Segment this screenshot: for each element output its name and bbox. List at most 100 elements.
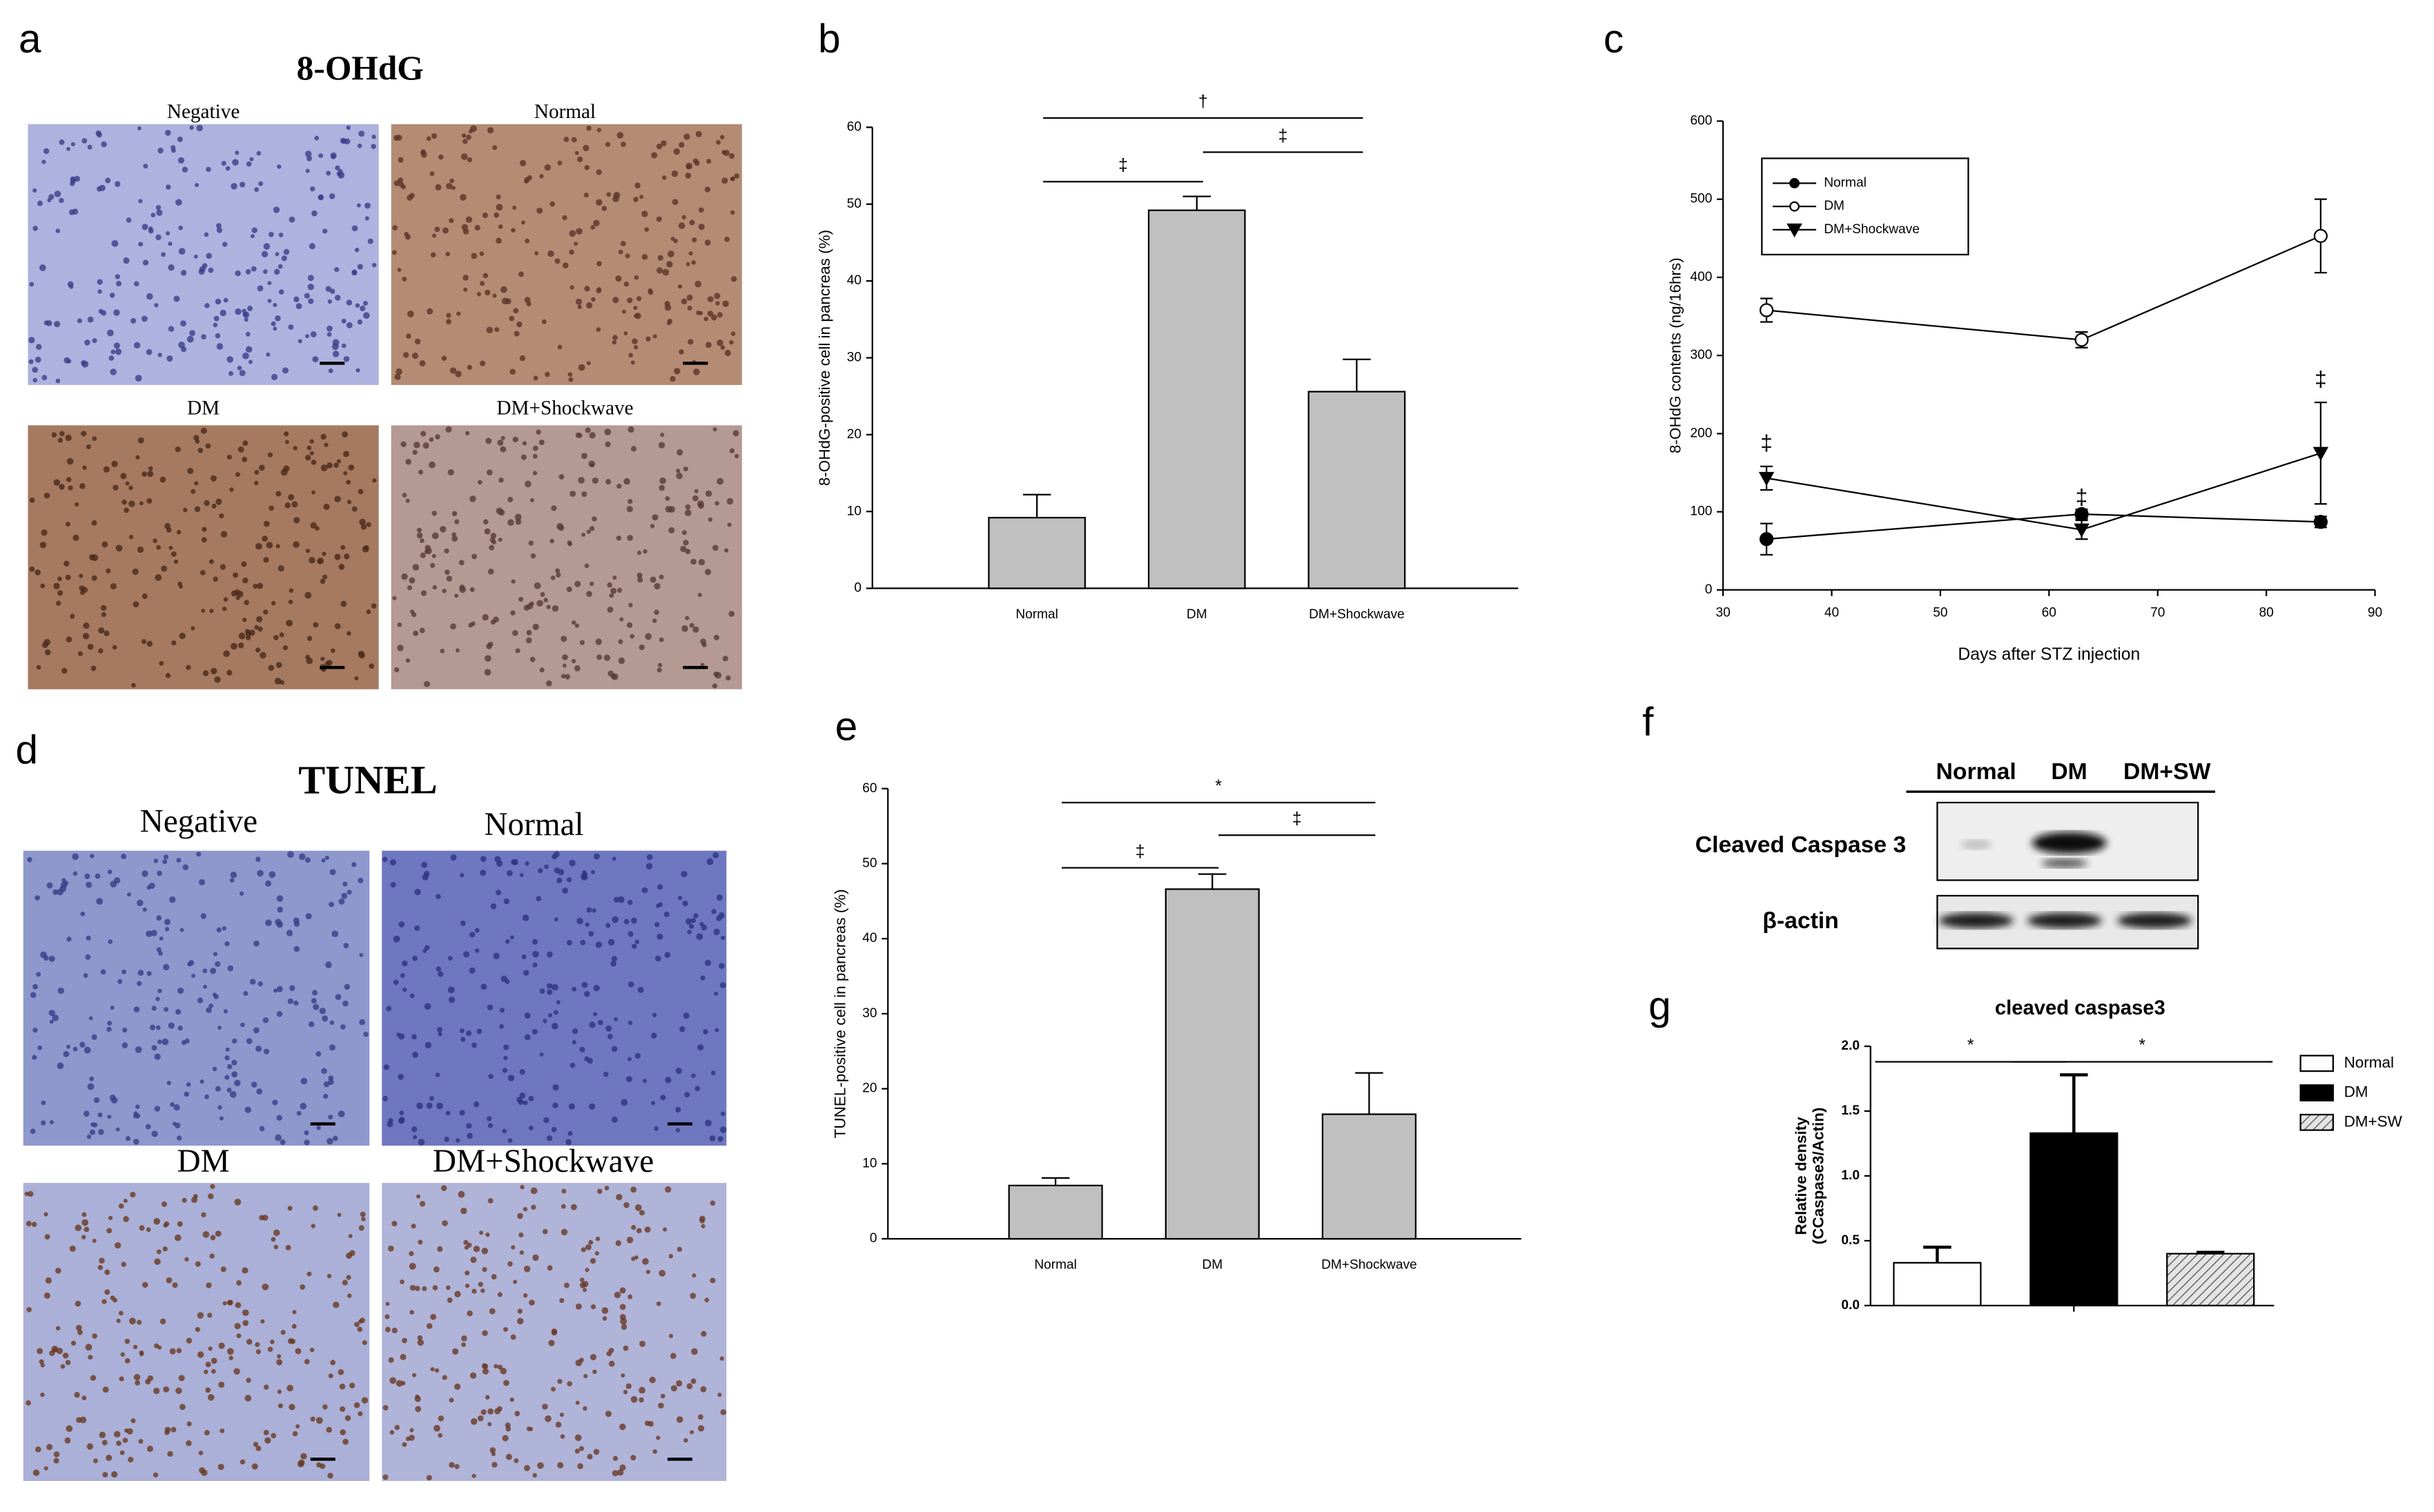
nucleus — [295, 1424, 300, 1428]
nucleus — [584, 165, 590, 170]
nucleus — [224, 1055, 230, 1061]
micrograph-texture — [382, 1185, 727, 1481]
nucleus — [558, 524, 565, 531]
nucleus — [524, 297, 531, 303]
nucleus — [323, 1081, 330, 1088]
nucleus — [124, 1338, 130, 1344]
nucleus — [445, 1110, 451, 1116]
band — [1938, 912, 2014, 929]
nucleus — [30, 1128, 36, 1135]
nucleus — [447, 1297, 453, 1303]
nucleus — [676, 449, 683, 456]
nucleus — [331, 154, 336, 159]
nucleus — [242, 1319, 249, 1326]
nucleus — [397, 645, 404, 651]
nucleus — [707, 311, 714, 317]
nucleus — [168, 1022, 175, 1029]
nucleus — [618, 249, 623, 255]
nucleus — [289, 216, 295, 223]
nucleus — [180, 320, 186, 327]
nucleus — [388, 1357, 394, 1363]
nucleus — [494, 212, 500, 218]
nucleus — [256, 1088, 263, 1095]
nucleus — [237, 366, 242, 371]
lane-label: DM+SW — [2123, 758, 2211, 785]
nucleus — [133, 1006, 140, 1013]
micrograph-texture — [29, 427, 377, 688]
nucleus — [619, 1423, 626, 1431]
nucleus — [713, 634, 719, 640]
nucleus — [31, 1221, 37, 1227]
nucleus — [685, 616, 690, 620]
nucleus — [66, 936, 72, 942]
nucleus — [424, 1003, 431, 1010]
nucleus — [248, 360, 253, 364]
nucleus — [663, 1227, 668, 1232]
nucleus — [427, 308, 434, 315]
nucleus — [267, 281, 272, 286]
nucleus — [651, 152, 658, 159]
nucleus — [137, 126, 142, 130]
nucleus — [724, 349, 731, 357]
nucleus — [695, 130, 702, 137]
nucleus — [563, 1282, 569, 1288]
nucleus — [561, 1204, 566, 1209]
nucleus — [250, 234, 255, 239]
nucleus — [113, 342, 120, 349]
nucleus — [712, 852, 719, 858]
nucleus — [193, 1194, 198, 1199]
nucleus — [398, 1033, 405, 1040]
nucleus — [372, 478, 377, 483]
nucleus — [465, 1284, 470, 1288]
nucleus — [113, 484, 119, 491]
nucleus — [90, 854, 95, 858]
nucleus — [666, 261, 673, 268]
nucleus — [86, 1443, 94, 1450]
nucleus — [91, 575, 97, 581]
nucleus — [186, 1337, 193, 1344]
nucleus — [163, 1386, 170, 1393]
nucleus — [273, 988, 278, 993]
nucleus — [468, 622, 474, 628]
marker — [1759, 303, 1774, 317]
nucleus — [108, 1215, 113, 1221]
nucleus — [327, 332, 332, 337]
nucleus — [329, 1044, 335, 1051]
nucleus — [520, 454, 527, 460]
nucleus — [53, 1451, 60, 1457]
nucleus — [461, 133, 467, 138]
nucleus — [547, 250, 554, 257]
nucleus — [557, 1462, 564, 1469]
nucleus — [220, 309, 226, 317]
y-axis-label: TUNEL-positive cell in pancreas (%) — [832, 889, 849, 1138]
nucleus — [313, 622, 319, 628]
nucleus — [660, 1393, 665, 1399]
y-tick-label: 20 — [862, 1081, 877, 1096]
nucleus — [255, 647, 261, 653]
nucleus — [592, 1012, 597, 1017]
nucleus — [716, 139, 721, 145]
nucleus — [523, 1266, 531, 1273]
nucleus — [454, 1464, 460, 1469]
nucleus — [298, 853, 306, 861]
nucleus — [148, 466, 153, 471]
nucleus — [219, 513, 224, 519]
nucleus — [411, 1224, 416, 1229]
nucleus — [509, 369, 516, 375]
nucleus — [402, 1442, 407, 1447]
nucleus — [648, 288, 653, 294]
nucleus — [551, 1386, 556, 1392]
nucleus — [717, 1136, 723, 1142]
nucleus — [654, 609, 659, 616]
nucleus — [348, 464, 355, 471]
nucleus — [112, 645, 117, 650]
nucleus — [358, 489, 364, 495]
nucleus — [657, 662, 663, 667]
nucleus — [588, 931, 594, 937]
nucleus — [254, 480, 259, 486]
nucleus — [186, 665, 191, 670]
nucleus — [429, 437, 434, 442]
y-tick-label: 1.0 — [1841, 1168, 1860, 1183]
nucleus — [327, 1473, 333, 1479]
nucleus — [258, 464, 265, 471]
